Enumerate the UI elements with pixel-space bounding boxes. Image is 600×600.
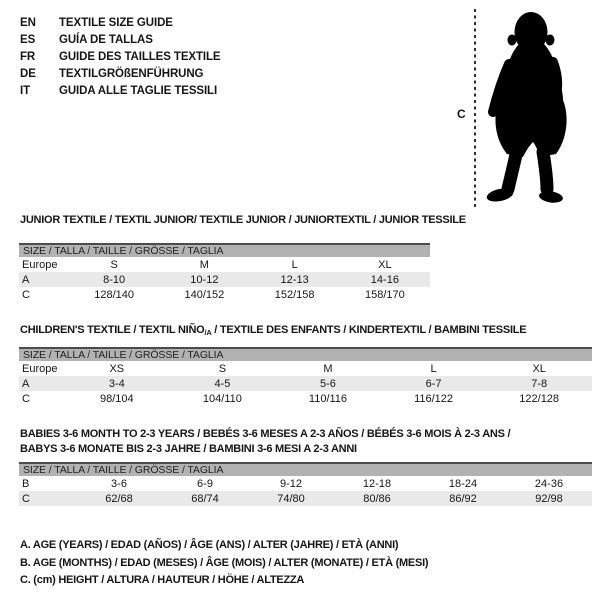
language-code: EN [20,16,36,29]
language-row: IT GUIDA ALLE TAGLIE TESSILI [20,82,221,99]
size-cell: L [430,362,437,375]
language-code: FR [20,50,36,63]
size-cell: 74/80 [277,492,305,505]
size-cell: 104/110 [202,392,242,405]
table-row: C 128/140 140/152 152/158 158/170 [19,287,430,302]
table-row: C 62/68 68/74 74/80 80/86 86/92 92/98 [19,491,592,506]
row-label: Europe [22,362,58,375]
table-row: C 98/104 104/110 110/116 116/122 122/128 [19,391,592,406]
size-cell: 158/170 [364,288,405,301]
height-measure-dashed-line [474,9,476,210]
language-code: IT [20,84,31,97]
row-label: Europe [22,258,58,271]
size-cell: 86/92 [449,492,477,505]
table-title: BABIES 3-6 MONTH TO 2-3 YEARS / BEBÉS 3-… [19,427,592,457]
size-cell: XL [378,258,392,271]
size-cell: 68/74 [191,492,219,505]
table-title: CHILDREN'S TEXTILE / TEXTIL NIÑO/A / TEX… [19,323,592,340]
size-cell: 116/122 [414,392,454,405]
row-label: C [22,392,30,405]
table-title-part: BABYS 3-6 MONATE BIS 2-3 JAHRE / BAMBINI… [20,443,357,455]
size-cell: M [323,362,333,375]
language-guide-title: GUIDE DES TAILLES TEXTILE [59,50,221,63]
size-cell: 10-12 [190,273,219,286]
size-cell: 12-18 [362,477,392,490]
language-row: EN TEXTILE SIZE GUIDE [20,14,221,31]
size-cell: M [199,258,209,271]
size-cell: 7-8 [531,377,548,390]
language-row: FR GUIDE DES TAILLES TEXTILE [20,48,221,65]
size-cell: XS [109,362,125,375]
size-header-bar: SIZE / TALLA / TAILLE / GRÖSSE / TAGLIA [19,243,430,257]
size-cell: 140/152 [184,288,225,301]
size-cell: 80/86 [363,492,391,505]
language-row: DE TEXTILGRÖßENFÜHRUNG [20,65,221,82]
row-label: C [22,492,30,505]
size-cell: 62/68 [105,492,133,505]
size-cell: 9-12 [279,477,303,490]
size-header-bar: SIZE / TALLA / TAILLE / GRÖSSE / TAGLIA [19,347,592,361]
size-cell: 12-13 [280,273,309,286]
size-cell: S [110,258,118,271]
table-title-part: BABIES 3-6 MONTH TO 2-3 YEARS / BEBÉS 3-… [20,428,511,440]
language-code: DE [20,67,36,80]
children-textile-table: CHILDREN'S TEXTILE / TEXTIL NIÑO/A / TEX… [19,323,592,406]
footnote-legend: A. AGE (YEARS) / EDAD (AÑOS) / ÂGE (ANS)… [20,537,429,590]
row-label: A [22,377,30,390]
footnote-line: B. AGE (MONTHS) / EDAD (MESES) / ÂGE (MO… [20,556,429,569]
table-title: JUNIOR TEXTILE / TEXTIL JUNIOR/ TEXTILE … [19,213,466,228]
table-title-part: JUNIOR TEXTILE / TEXTIL JUNIOR/ TEXTILE … [20,214,466,226]
language-guide-title: GUIDA ALLE TAGLIE TESSILI [59,84,218,97]
size-cell: 3-4 [108,377,125,390]
size-cell: 6-7 [425,377,442,390]
table-row: A 3-4 4-5 5-6 6-7 7-8 [19,376,592,391]
size-cell: 6-9 [197,477,213,490]
table-title-part: /A [204,328,212,337]
size-header-bar: SIZE / TALLA / TAILLE / GRÖSSE / TAGLIA [19,462,592,476]
table-title-part: CHILDREN'S TEXTILE / TEXTIL NIÑO [20,324,205,336]
size-cell: 128/140 [94,288,134,301]
row-label: C [22,288,30,301]
size-cell: 152/158 [274,288,315,301]
size-cell: 3-6 [111,477,127,490]
language-code: ES [20,33,36,46]
row-label: B [22,477,30,490]
size-cell: S [218,362,227,375]
language-guide-title: TEXTILE SIZE GUIDE [59,16,173,29]
size-cell: 122/128 [519,392,560,405]
table-row: Europe S M L XL [19,257,430,272]
footnote-line: C. (cm) HEIGHT / ALTURA / HAUTEUR / HÖHE… [20,574,305,586]
row-label: A [22,273,30,286]
table-row: Europe XS S M L XL [19,361,592,376]
size-cell: L [291,258,298,271]
size-cell: XL [532,362,546,375]
size-cell: 8-10 [103,273,126,286]
language-guide-title: TEXTILGRÖßENFÜHRUNG [59,67,204,80]
language-row: ES GUÍA DE TALLAS [20,31,221,48]
height-measure-label: C [457,107,466,121]
size-cell: 14-16 [370,273,399,286]
language-title-list: EN TEXTILE SIZE GUIDE ES GUÍA DE TALLAS FR GU… [20,14,221,99]
size-cell: 92/98 [535,492,563,505]
table-title-part: / TEXTILE DES ENFANTS / KINDERTEXTIL / B… [211,324,527,336]
babies-textile-table: BABIES 3-6 MONTH TO 2-3 YEARS / BEBÉS 3-… [19,427,592,506]
size-cell: 24-36 [534,477,564,490]
junior-textile-table: JUNIOR TEXTILE / TEXTIL JUNIOR/ TEXTILE … [19,213,466,302]
size-cell: 98/104 [99,392,134,405]
toddler-silhouette-icon [486,12,567,203]
language-guide-title: GUÍA DE TALLAS [59,33,153,46]
footnote-line: A. AGE (YEARS) / EDAD (AÑOS) / ÂGE (ANS)… [20,539,399,551]
size-cell: 5-6 [320,377,336,390]
table-row: A 8-10 10-12 12-13 14-16 [19,272,430,287]
size-cell: 18-24 [448,477,478,490]
size-cell: 110/116 [308,392,348,405]
table-row: B 3-6 6-9 9-12 12-18 18-24 24-36 [19,476,592,491]
size-cell: 4-5 [214,377,231,390]
